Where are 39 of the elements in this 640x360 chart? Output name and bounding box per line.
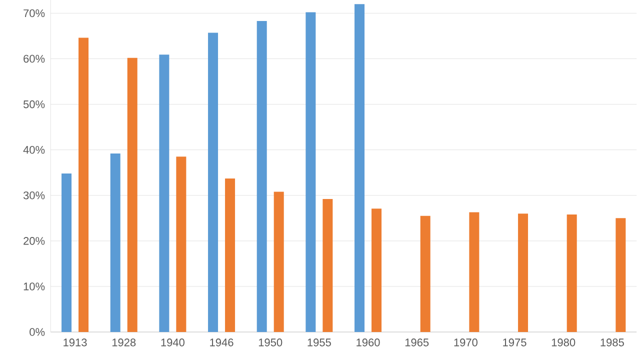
x-tick-label: 1913 xyxy=(64,338,87,346)
bar xyxy=(176,156,186,332)
x-tick-label: 1928 xyxy=(112,338,136,346)
bar xyxy=(372,208,382,332)
bar xyxy=(78,38,89,332)
bar xyxy=(127,58,138,332)
x-tick-label: 1940 xyxy=(161,338,184,346)
bar xyxy=(208,32,218,332)
bar xyxy=(518,214,528,332)
bar xyxy=(62,174,72,332)
bar xyxy=(322,199,333,332)
bar xyxy=(110,153,120,332)
bar xyxy=(274,192,284,332)
bar xyxy=(354,4,365,332)
y-tick-label: 60% xyxy=(24,54,45,63)
y-tick-label: 50% xyxy=(23,100,45,108)
x-tick-label: 1975 xyxy=(503,338,526,346)
x-tick-label: 1980 xyxy=(552,338,576,346)
bar xyxy=(256,20,267,332)
x-tick-label: 1965 xyxy=(405,338,429,346)
y-tick-label: 40% xyxy=(23,146,45,154)
y-tick-label: 30% xyxy=(23,191,45,200)
x-tick-label: 1950 xyxy=(258,338,282,346)
bar xyxy=(420,216,430,332)
y-tick-label: 70% xyxy=(24,9,45,18)
x-tick-label: 1985 xyxy=(600,338,624,346)
x-tick-label: 1955 xyxy=(308,338,331,346)
y-tick-label: 0% xyxy=(30,328,45,336)
bar xyxy=(159,54,170,332)
x-tick-label: 1970 xyxy=(454,338,478,346)
bar xyxy=(306,12,316,332)
bar xyxy=(616,218,626,332)
y-tick-label: 20% xyxy=(24,237,45,245)
y-tick-label: 10% xyxy=(24,282,45,290)
bar xyxy=(566,214,577,332)
bar xyxy=(225,178,236,332)
bar xyxy=(469,212,480,332)
x-tick-label: 1946 xyxy=(210,338,234,346)
x-tick-label: 1960 xyxy=(356,338,380,346)
